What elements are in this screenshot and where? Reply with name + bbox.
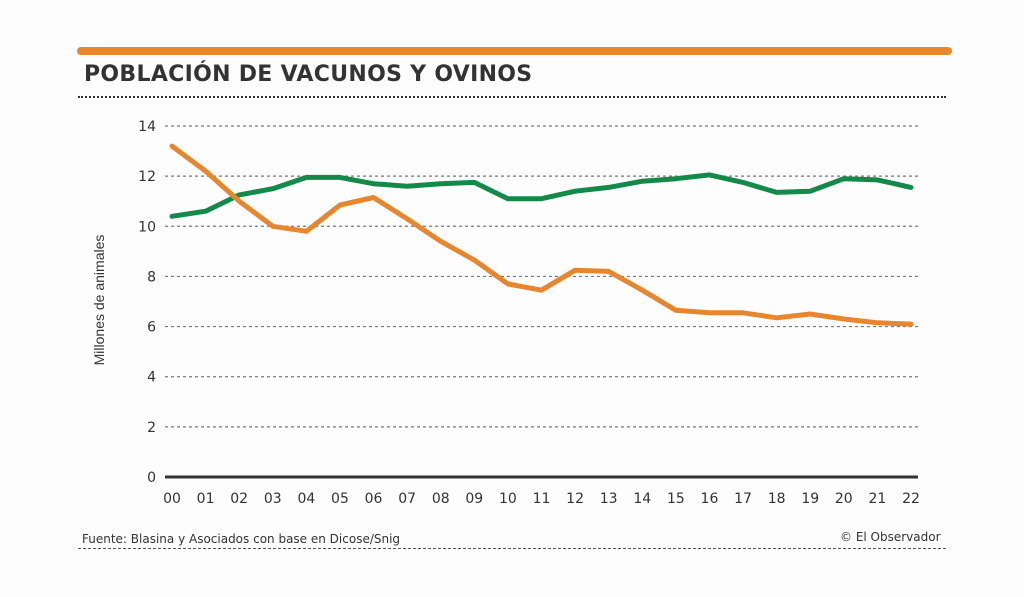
x-tick-label: 02 [230,491,248,507]
x-tick-label: 22 [902,491,920,507]
x-tick-label: 09 [465,491,483,507]
series-line-ovinos [169,143,914,327]
x-tick-label: 10 [499,491,517,507]
x-tick-label: 15 [667,491,685,507]
footer-divider [78,548,946,549]
x-tick-label: 14 [633,491,651,507]
y-tick-label: 2 [147,420,156,436]
y-axis-label: Millones de animales [91,235,107,366]
series-line-vacunos [169,172,914,219]
y-tick-label: 8 [147,269,156,285]
y-tick-label: 0 [147,470,156,486]
x-tick-label: 20 [835,491,853,507]
x-tick-label: 06 [365,491,383,507]
y-tick-label: 6 [147,320,156,336]
x-tick-label: 01 [197,491,215,507]
y-tick-label: 4 [147,370,156,386]
x-tick-label: 21 [868,491,886,507]
x-tick-label: 19 [801,491,819,507]
y-axis-ticks: 0 2 4 6 8 10 12 14 [138,119,156,486]
x-tick-label: 03 [264,491,282,507]
gridlines [165,125,918,428]
source-note: Fuente: Blasina y Asociados con base en … [82,532,401,546]
chart-title: POBLACIÓN DE VACUNOS Y OVINOS [84,62,533,87]
x-tick-label: 18 [768,491,786,507]
x-tick-label: 05 [331,491,349,507]
x-tick-label: 11 [533,491,551,507]
y-tick-label: 10 [138,219,156,235]
header-accent-bar [77,47,952,55]
x-axis-ticks: 00 01 02 03 04 05 06 07 08 09 10 11 12 13 14 15 16 17 18 19… [163,491,920,507]
title-divider [78,96,946,98]
copyright-note: © El Observador [840,530,941,544]
y-tick-label: 14 [138,119,156,135]
y-tick-label: 12 [138,169,156,185]
x-tick-label: 17 [734,491,752,507]
x-tick-label: 00 [163,491,181,507]
x-tick-label: 13 [600,491,618,507]
x-tick-label: 16 [701,491,719,507]
x-tick-label: 04 [297,491,315,507]
x-tick-label: 08 [432,491,450,507]
x-tick-label: 07 [398,491,416,507]
series-lines [169,143,914,327]
x-tick-label: 12 [566,491,584,507]
